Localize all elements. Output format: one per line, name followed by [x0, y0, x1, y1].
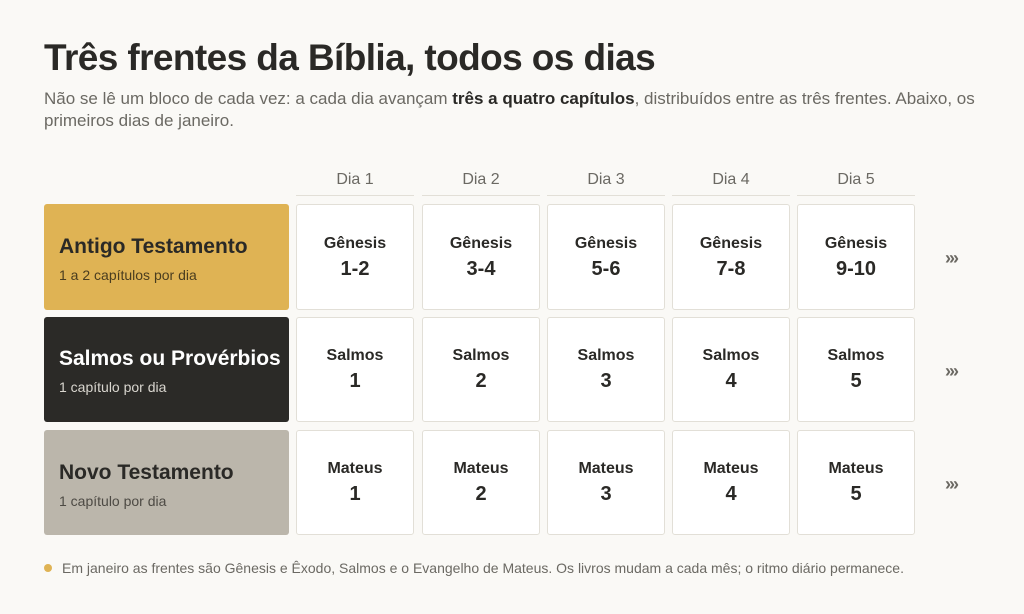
book-name: Salmos [326, 347, 384, 364]
subtitle-highlight: três a quatro capítulos [452, 89, 635, 108]
track-rate: 1 a 2 capítulos por dia [59, 267, 197, 283]
bullet-dot-icon [44, 564, 52, 572]
day-header-4: Dia 4 [672, 168, 790, 196]
chapter-number: 5 [850, 483, 862, 505]
book-name: Mateus [703, 460, 759, 477]
subtitle-text-start: Não se lê um bloco de cada vez: a cada d… [44, 89, 453, 108]
reading-cell: Salmos 1 [296, 317, 414, 422]
chapter-number: 1 [349, 370, 361, 392]
reading-cell: Mateus 5 [797, 430, 915, 535]
reading-cell: Mateus 3 [547, 430, 665, 535]
chapter-number: 5 [850, 370, 862, 392]
reading-cell: Mateus 2 [422, 430, 540, 535]
chapter-number: 1 [349, 483, 361, 505]
reading-cell: Gênesis 9-10 [797, 204, 915, 310]
reading-cell: Salmos 5 [797, 317, 915, 422]
book-name: Salmos [827, 347, 885, 364]
reading-cell: Gênesis 7-8 [672, 204, 790, 310]
chapter-range: 5-6 [591, 258, 621, 280]
reading-cell: Salmos 4 [672, 317, 790, 422]
reading-cell: Gênesis 1-2 [296, 204, 414, 310]
track-novo-testamento: Novo Testamento 1 capítulo por dia [44, 430, 289, 535]
reading-cell: Gênesis 3-4 [422, 204, 540, 310]
book-name: Salmos [577, 347, 635, 364]
day-header-2: Dia 2 [422, 168, 540, 196]
track-rate: 1 capítulo por dia [59, 493, 167, 509]
subtitle-text-end: , distribuídos entre as três frentes. Ab… [44, 89, 975, 130]
page-title: Três frentes da Bíblia, todos os dias [44, 37, 656, 78]
book-name: Gênesis [323, 235, 387, 252]
book-name: Salmos [452, 347, 510, 364]
day-header-5: Dia 5 [797, 168, 915, 196]
chapter-range: 7-8 [716, 258, 746, 280]
chapter-number: 4 [725, 370, 737, 392]
reading-cell: Mateus 4 [672, 430, 790, 535]
chapter-number: 2 [475, 370, 487, 392]
book-name: Gênesis [574, 235, 638, 252]
continue-arrows-icon: ››› [945, 474, 959, 494]
book-name: Mateus [578, 460, 634, 477]
track-rate: 1 capítulo por dia [59, 379, 167, 395]
book-name: Mateus [828, 460, 884, 477]
chapter-range: 1-2 [340, 258, 370, 280]
track-name: Novo Testamento [59, 461, 234, 484]
track-name: Antigo Testamento [59, 235, 248, 258]
book-name: Gênesis [699, 235, 763, 252]
footnote: Em janeiro as frentes são Gênesis e Êxod… [44, 558, 904, 578]
chapter-number: 3 [600, 483, 612, 505]
reading-cell: Gênesis 5-6 [547, 204, 665, 310]
book-name: Mateus [453, 460, 509, 477]
page-subtitle: Não se lê um bloco de cada vez: a cada d… [44, 88, 994, 132]
book-name: Salmos [702, 347, 760, 364]
reading-cell: Salmos 3 [547, 317, 665, 422]
chapter-range: 3-4 [466, 258, 496, 280]
chapter-number: 3 [600, 370, 612, 392]
track-antigo-testamento: Antigo Testamento 1 a 2 capítulos por di… [44, 204, 289, 310]
reading-cell: Salmos 2 [422, 317, 540, 422]
book-name: Gênesis [824, 235, 888, 252]
track-name: Salmos ou Provérbios [59, 347, 281, 370]
chapter-number: 2 [475, 483, 487, 505]
book-name: Gênesis [449, 235, 513, 252]
footnote-text: Em janeiro as frentes são Gênesis e Êxod… [62, 560, 904, 576]
day-header-3: Dia 3 [547, 168, 665, 196]
continue-arrows-icon: ››› [945, 248, 959, 268]
day-header-1: Dia 1 [296, 168, 414, 196]
track-salmos-ou-proverbios: Salmos ou Provérbios 1 capítulo por dia [44, 317, 289, 422]
continue-arrows-icon: ››› [945, 361, 959, 381]
book-name: Mateus [327, 460, 383, 477]
chapter-number: 4 [725, 483, 737, 505]
chapter-range: 9-10 [835, 258, 877, 280]
reading-cell: Mateus 1 [296, 430, 414, 535]
